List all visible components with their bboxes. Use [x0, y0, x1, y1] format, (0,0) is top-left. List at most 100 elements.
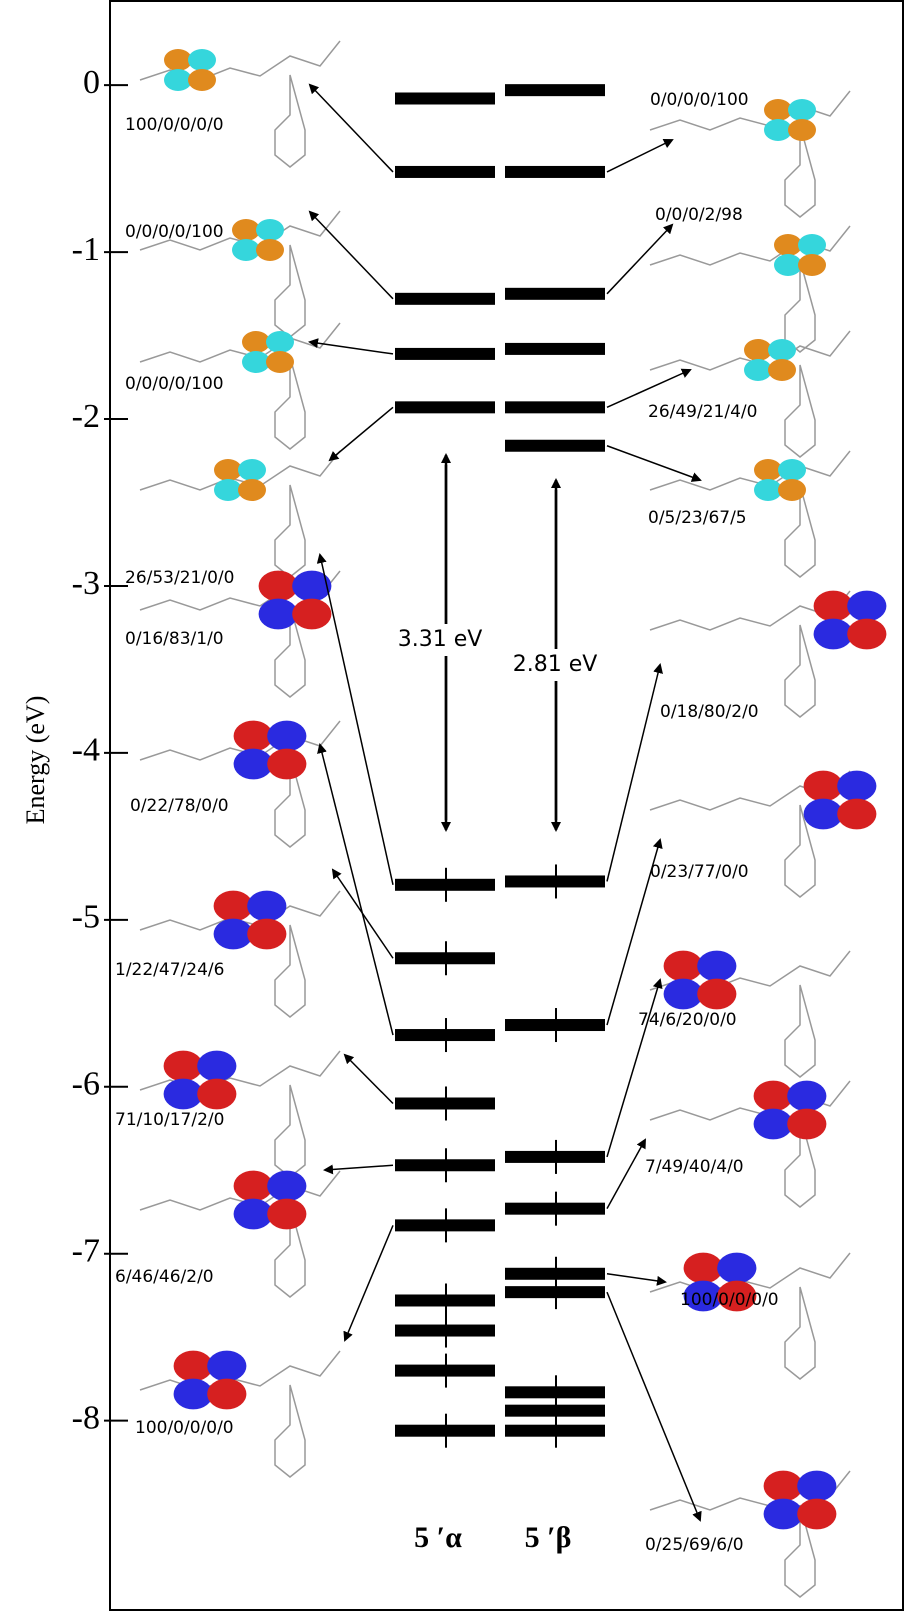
energy-level — [505, 84, 605, 97]
level-arrow — [343, 1053, 394, 1105]
orbital-lobe — [753, 1108, 793, 1140]
orbital-lobe — [238, 459, 266, 481]
energy-level — [395, 292, 495, 305]
composition-label: 26/53/21/0/0 — [125, 568, 234, 588]
orbital-lobe — [233, 748, 273, 780]
orbital-lobe — [683, 1280, 723, 1312]
orbital-lobe — [267, 1170, 307, 1202]
energy-level — [395, 347, 495, 360]
composition-label: 71/10/17/2/0 — [115, 1110, 224, 1130]
orbital-lobe — [754, 459, 782, 481]
orbital-lobe — [763, 1470, 803, 1502]
level-arrow — [606, 838, 663, 1026]
level-arrow — [606, 978, 663, 1158]
orbital-lobe — [164, 49, 192, 71]
molecule — [649, 450, 851, 578]
gap-label-bg — [388, 624, 492, 656]
gap-label-bg — [503, 649, 607, 681]
y-tick-label: -6 — [72, 1066, 100, 1103]
level-arrow — [328, 406, 394, 462]
orbital-lobe — [188, 49, 216, 71]
orbital-lobe — [717, 1280, 757, 1312]
orbital-lobe — [798, 254, 826, 276]
orbital-lobe — [778, 479, 806, 501]
energy-level — [395, 165, 495, 178]
orbital-lobe — [697, 978, 737, 1010]
orbital-lobe — [787, 1080, 827, 1112]
orbital-lobe — [768, 339, 796, 361]
orbital-lobe — [238, 479, 266, 501]
composition-label: 1/22/47/24/6 — [115, 960, 224, 980]
orbital-lobe — [813, 590, 853, 622]
y-axis-label: Energy (eV) — [21, 696, 50, 825]
orbital-lobe — [233, 720, 273, 752]
composition-label: 0/25/69/6/0 — [645, 1535, 744, 1555]
orbital-lobe — [847, 618, 887, 650]
orbital-lobe — [763, 1498, 803, 1530]
orbital-lobe — [258, 570, 298, 602]
orbital-lobe — [233, 1198, 273, 1230]
orbital-lobe — [774, 234, 802, 256]
composition-label: 7/49/40/4/0 — [645, 1157, 744, 1177]
orbital-lobe — [292, 598, 332, 630]
orbital-lobe — [197, 1078, 237, 1110]
orbital-lobe — [803, 798, 843, 830]
composition-label: 0/18/80/2/0 — [660, 702, 759, 722]
y-tick-label: -4 — [72, 732, 100, 769]
orbital-lobe — [267, 720, 307, 752]
level-arrow — [606, 663, 663, 882]
energy-level — [395, 401, 495, 414]
energy-level — [505, 439, 605, 452]
orbital-lobe — [837, 770, 877, 802]
orbital-lobe — [663, 978, 703, 1010]
composition-label: 0/0/0/0/100 — [125, 222, 224, 242]
level-arrow — [606, 139, 674, 173]
molecule — [649, 1080, 851, 1208]
composition-label: 0/16/83/1/0 — [125, 629, 224, 649]
y-tick-label: -2 — [72, 398, 100, 435]
level-arrow — [606, 368, 692, 409]
orbital-lobe — [847, 590, 887, 622]
gap-label: 2.81 eV — [513, 652, 598, 677]
composition-label: 100/0/0/0/0 — [125, 115, 224, 135]
energy-level — [505, 165, 605, 178]
orbital-lobe — [232, 239, 260, 261]
level-arrow — [323, 1164, 394, 1175]
orbital-lobe — [778, 459, 806, 481]
level-arrow — [308, 210, 394, 300]
orbital-lobe — [768, 359, 796, 381]
orbital-lobe — [197, 1050, 237, 1082]
composition-label: 100/0/0/0/0 — [680, 1290, 779, 1310]
orbital-lobe — [207, 1350, 247, 1382]
level-arrow — [317, 743, 394, 1036]
composition-label: 100/0/0/0/0 — [135, 1418, 234, 1438]
composition-label: 0/0/0/0/100 — [650, 90, 749, 110]
molecule — [139, 1350, 341, 1478]
orbital-lobe — [214, 459, 242, 481]
orbital-lobe — [788, 119, 816, 141]
orbital-lobe — [266, 331, 294, 353]
level-arrow — [331, 868, 394, 959]
y-tick-label: -1 — [72, 231, 100, 268]
level-arrow — [308, 83, 394, 173]
series-label: 5 ′β — [525, 1521, 572, 1554]
orbital-lobe — [242, 331, 270, 353]
energy-level — [505, 287, 605, 300]
y-tick-label: -3 — [72, 565, 100, 602]
energy-level — [505, 342, 605, 355]
orbital-lobe — [788, 99, 816, 121]
orbital-lobe — [242, 351, 270, 373]
orbital-lobe — [266, 351, 294, 373]
orbital-lobe — [173, 1378, 213, 1410]
series-label: 5 ′α — [414, 1521, 462, 1554]
orbital-lobe — [837, 798, 877, 830]
orbital-lobe — [753, 1080, 793, 1112]
orbital-lobe — [163, 1078, 203, 1110]
molecule — [649, 1252, 851, 1380]
level-arrow — [343, 1225, 394, 1342]
composition-label: 6/46/46/2/0 — [115, 1267, 214, 1287]
level-arrow — [316, 553, 394, 885]
frame — [109, 0, 904, 1611]
level-arrow — [606, 223, 674, 295]
